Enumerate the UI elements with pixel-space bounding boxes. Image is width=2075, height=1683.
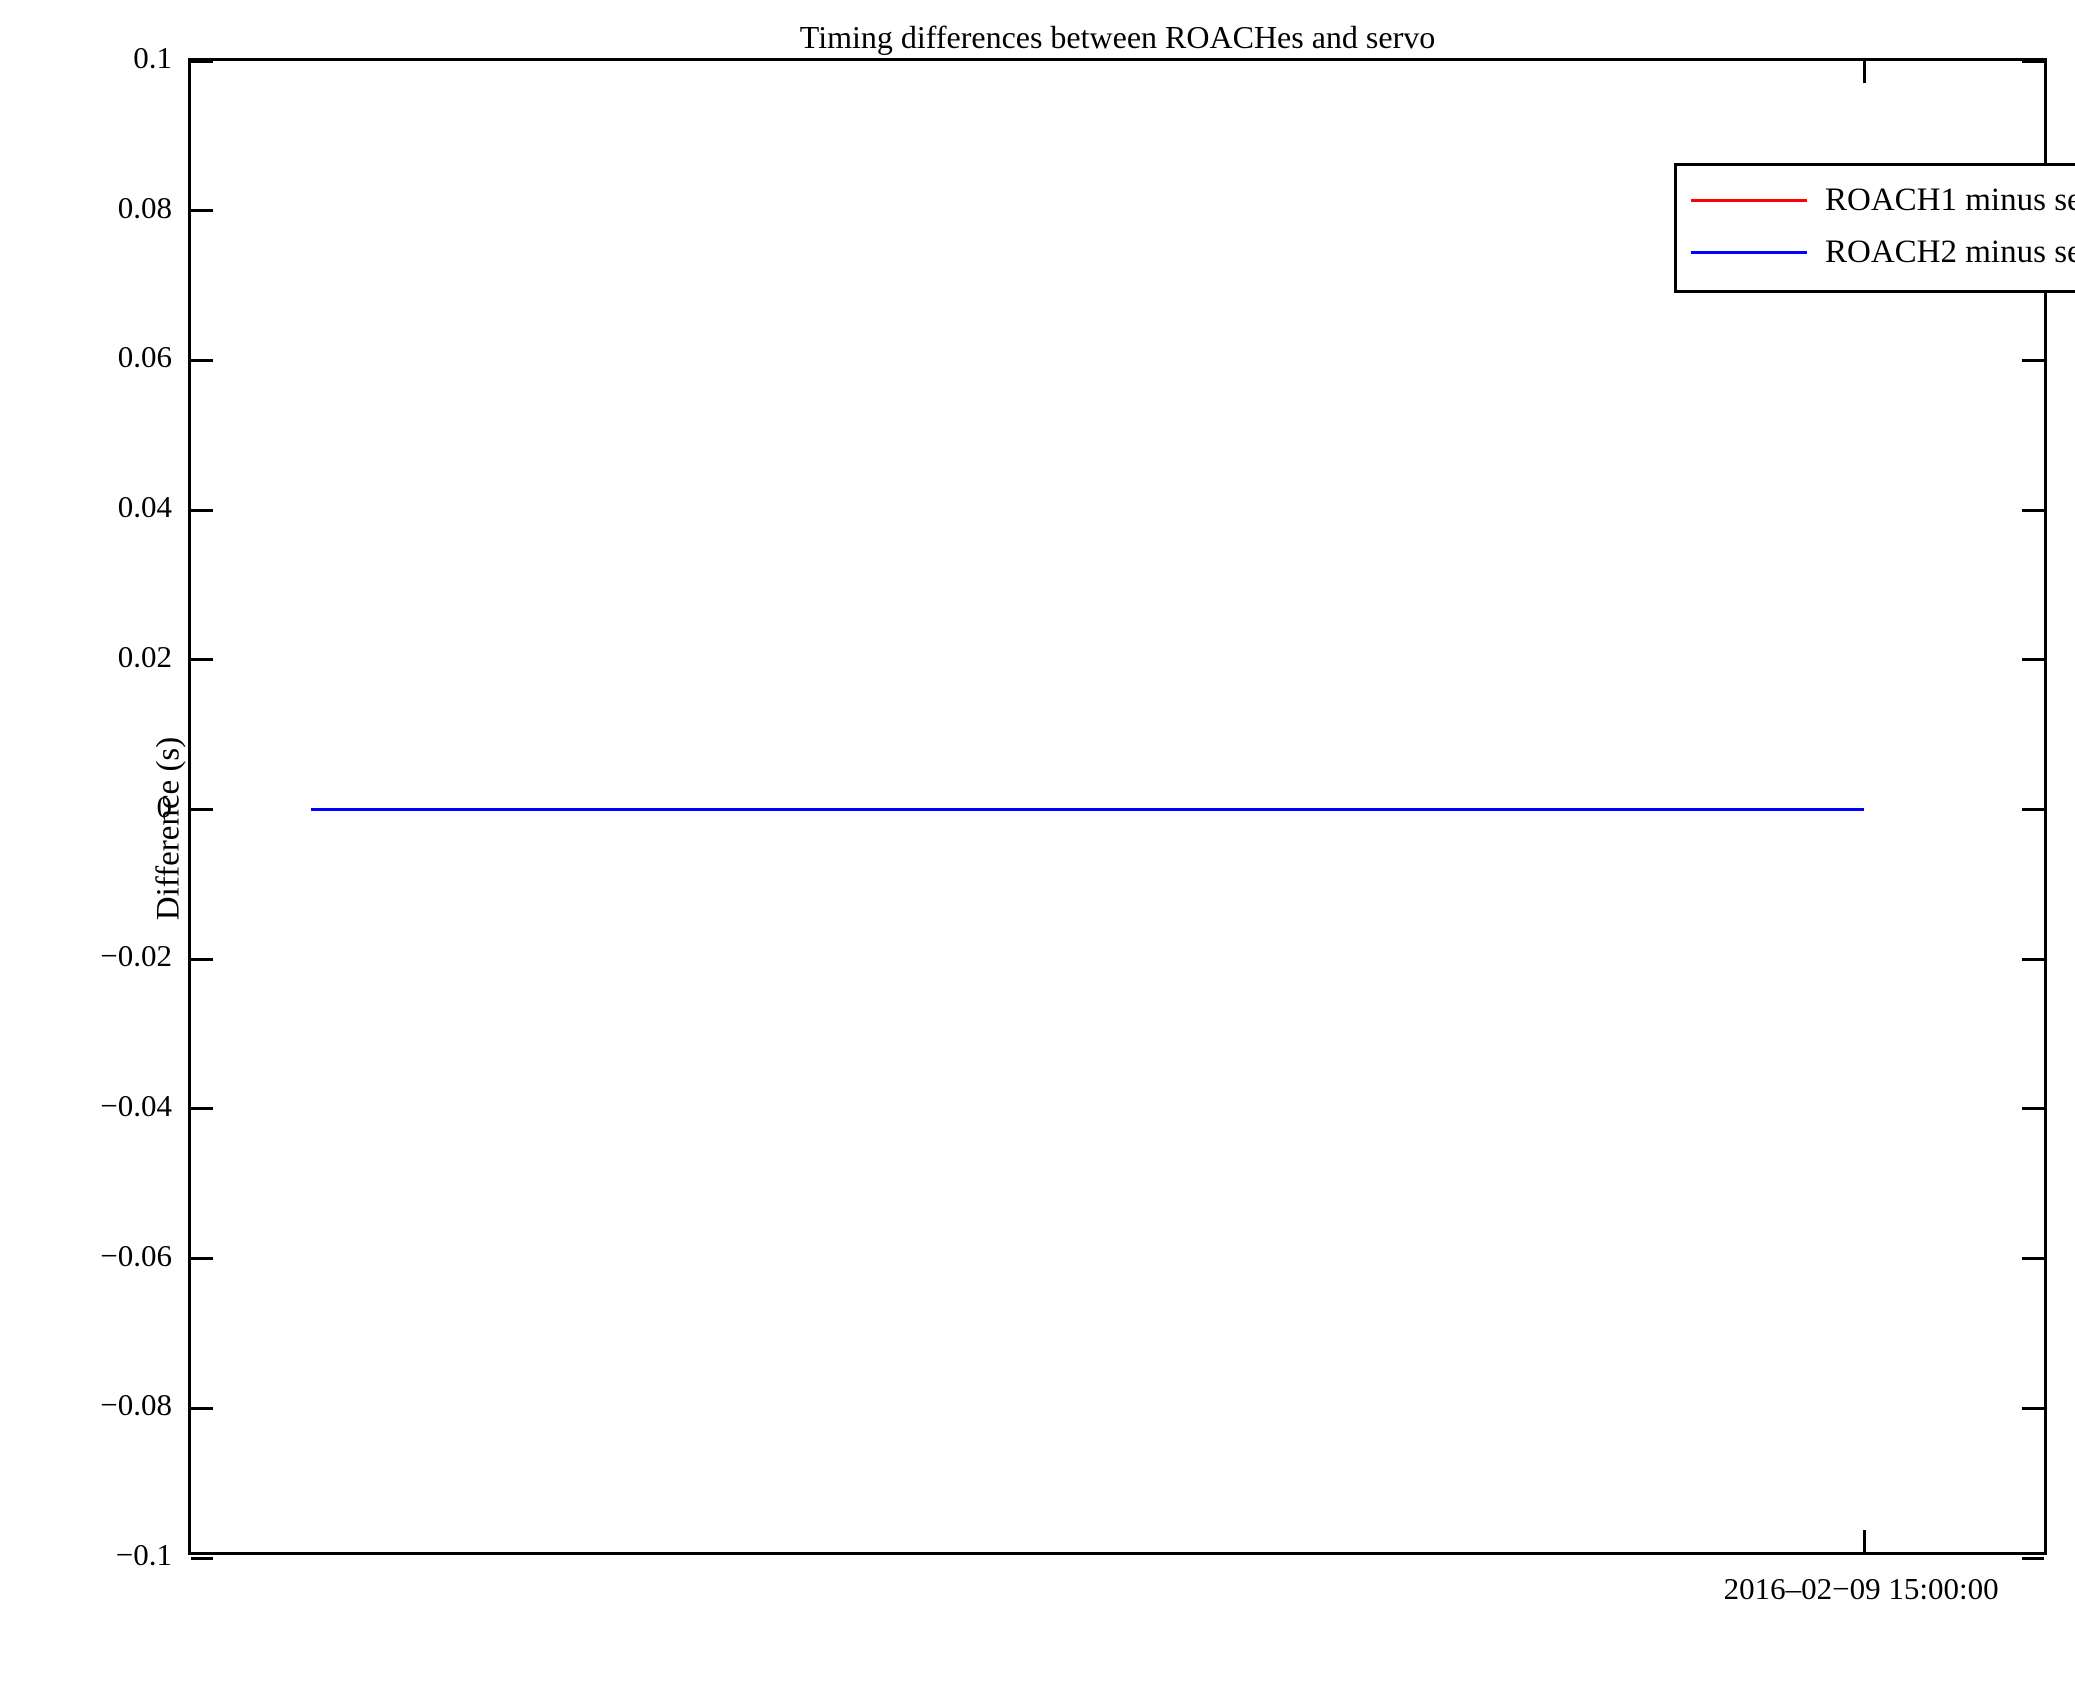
y-tick-label: 0.1 <box>133 40 172 75</box>
y-tick-mark <box>2022 1406 2044 1410</box>
y-tick-mark <box>2022 1556 2044 1560</box>
y-tick-mark <box>191 1556 213 1560</box>
y-tick-mark <box>191 957 213 961</box>
y-tick-mark <box>191 808 213 811</box>
y-tick-mark <box>2022 957 2044 961</box>
legend-swatch-roach1 <box>1691 198 1807 202</box>
y-tick-label: 0 <box>156 788 173 824</box>
y-tick-label: −0.08 <box>100 1387 172 1423</box>
y-tick-label: 0.08 <box>117 189 172 225</box>
legend-item-roach2: ROACH2 minus servo <box>1691 226 2075 278</box>
x-tick-mark <box>1862 61 1866 83</box>
plot-area: ROACH1 minus servo ROACH2 minus servo <box>188 58 2075 1560</box>
y-tick-mark <box>2022 508 2044 512</box>
y-axis-title: Difference (s) <box>150 736 187 921</box>
y-tick-mark <box>191 1406 213 1410</box>
y-tick-mark <box>2022 808 2044 811</box>
legend-label-roach1: ROACH1 minus servo <box>1825 181 2075 218</box>
chart-title: Timing differences between ROACHes and s… <box>799 19 1436 55</box>
y-tick-mark <box>2022 658 2044 662</box>
y-tick-label: 0.04 <box>117 489 172 525</box>
y-tick-mark <box>2022 358 2044 362</box>
series-line-2 <box>310 808 1865 811</box>
y-tick-mark <box>191 508 213 512</box>
y-tick-mark <box>191 59 213 63</box>
y-tick-mark <box>191 1257 213 1261</box>
y-tick-label: −0.06 <box>100 1237 172 1273</box>
y-tick-mark <box>191 358 213 362</box>
legend-label-roach2: ROACH2 minus servo <box>1825 233 2075 270</box>
y-tick-label: −0.1 <box>115 1537 172 1572</box>
y-tick-label: 0.02 <box>117 638 172 674</box>
y-tick-mark <box>191 658 213 662</box>
x-tick-mark <box>1862 1530 1866 1552</box>
y-tick-mark <box>191 209 213 213</box>
legend-swatch-roach2 <box>1691 250 1807 254</box>
y-tick-mark <box>191 1107 213 1111</box>
y-tick-mark <box>2022 1107 2044 1111</box>
y-tick-mark <box>2022 1257 2044 1261</box>
y-tick-label: −0.02 <box>100 938 172 974</box>
y-tick-mark <box>2022 59 2044 63</box>
y-tick-label: −0.04 <box>100 1087 172 1123</box>
legend-item-roach1: ROACH1 minus servo <box>1691 174 2075 226</box>
y-tick-label: 0.06 <box>117 339 172 375</box>
legend: ROACH1 minus servo ROACH2 minus servo <box>1674 163 2075 293</box>
x-tick-label: 2016‒02−09 15:00:00 <box>1723 1571 1999 1606</box>
